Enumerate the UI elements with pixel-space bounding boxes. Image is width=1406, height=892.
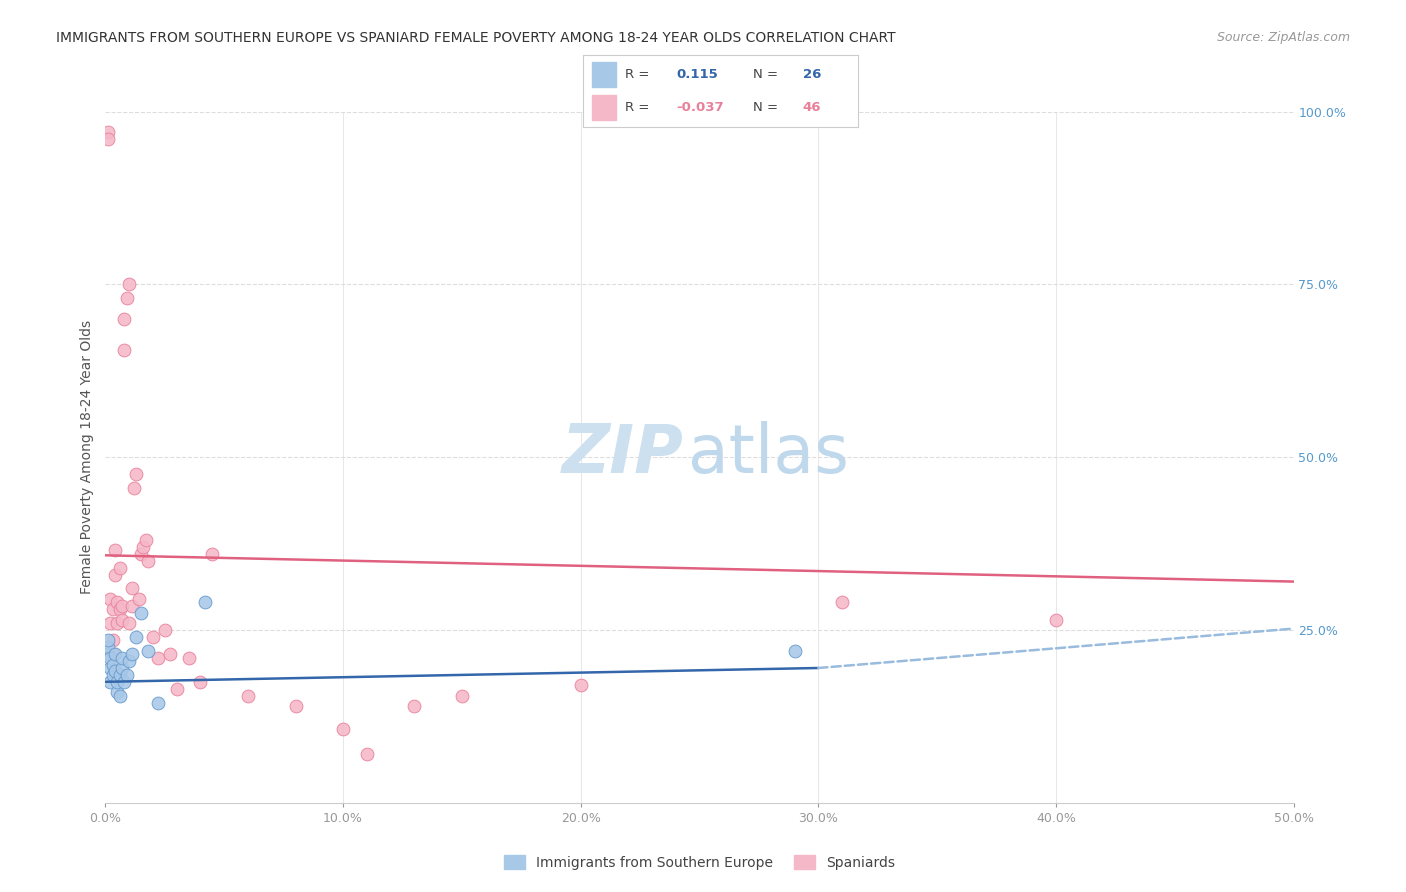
Point (114, 343, 136, 357)
Point (129, 547, 152, 561)
Text: 46: 46 (803, 101, 821, 114)
Point (142, 630, 165, 644)
Point (108, 668, 131, 682)
Bar (592, 62, 616, 87)
Point (98, 615, 121, 630)
Point (111, 650, 134, 665)
Point (105, 685, 128, 699)
Text: IMMIGRANTS FROM SOUTHERN EUROPE VS SPANIARD FEMALE POVERTY AMONG 18-24 YEAR OLDS: IMMIGRANTS FROM SOUTHERN EUROPE VS SPANI… (56, 31, 896, 45)
Text: -0.037: -0.037 (676, 101, 724, 114)
Point (108, 689, 131, 703)
Point (108, 561, 131, 575)
Text: N =: N = (754, 68, 779, 81)
Text: 0.115: 0.115 (676, 68, 718, 81)
Point (190, 674, 212, 689)
Point (121, 647, 143, 661)
Point (1045, 613, 1067, 627)
Text: N =: N = (754, 101, 779, 114)
Point (111, 661, 134, 675)
Point (105, 595, 128, 609)
Point (146, 696, 169, 710)
Point (129, 606, 152, 620)
Point (284, 699, 307, 714)
Point (194, 595, 217, 609)
Text: Source: ZipAtlas.com: Source: ZipAtlas.com (1216, 31, 1350, 45)
Point (97, 647, 120, 661)
Point (104, 647, 127, 661)
Point (121, 582, 143, 596)
Point (104, 543, 127, 558)
Point (831, 595, 853, 609)
Point (332, 722, 354, 736)
Point (101, 602, 124, 616)
Point (236, 689, 259, 703)
Point (135, 533, 157, 548)
Point (98, 591, 121, 606)
Point (101, 647, 124, 661)
Point (153, 623, 176, 637)
Text: R =: R = (624, 101, 650, 114)
Point (111, 613, 134, 627)
Point (104, 567, 127, 582)
Point (108, 602, 131, 616)
Point (121, 599, 143, 613)
Bar (592, 95, 616, 120)
Point (118, 654, 141, 668)
Point (115, 668, 138, 682)
Text: R =: R = (624, 68, 650, 81)
Point (101, 668, 124, 682)
Point (136, 644, 159, 658)
Point (105, 615, 128, 630)
Point (146, 650, 169, 665)
Text: 26: 26 (803, 68, 821, 81)
Point (136, 554, 159, 568)
Point (101, 657, 124, 672)
Point (97, 125, 120, 139)
Point (177, 650, 200, 665)
Y-axis label: Female Poverty Among 18-24 Year Olds: Female Poverty Among 18-24 Year Olds (80, 320, 94, 594)
Point (122, 481, 145, 495)
Point (98, 674, 121, 689)
Point (104, 665, 127, 679)
Point (356, 747, 378, 762)
Legend: Immigrants from Southern Europe, Spaniards: Immigrants from Southern Europe, Spaniar… (499, 850, 900, 875)
Point (569, 678, 592, 692)
Point (97, 132, 120, 146)
Point (118, 615, 141, 630)
Point (166, 681, 188, 696)
Text: atlas: atlas (688, 421, 848, 487)
Point (128, 591, 150, 606)
Text: ZIP: ZIP (562, 421, 685, 487)
Point (783, 644, 806, 658)
Point (114, 312, 136, 326)
Point (201, 547, 224, 561)
Point (98, 650, 121, 665)
Point (159, 647, 181, 661)
Point (111, 599, 134, 613)
Point (125, 467, 148, 482)
Point (98, 661, 121, 675)
Point (404, 699, 426, 714)
Point (97, 633, 120, 648)
Point (115, 291, 138, 305)
Point (101, 633, 124, 648)
Point (114, 674, 136, 689)
Point (450, 689, 472, 703)
Point (132, 540, 155, 554)
Point (125, 630, 148, 644)
Point (118, 277, 141, 292)
Point (97, 640, 120, 655)
Point (105, 674, 128, 689)
